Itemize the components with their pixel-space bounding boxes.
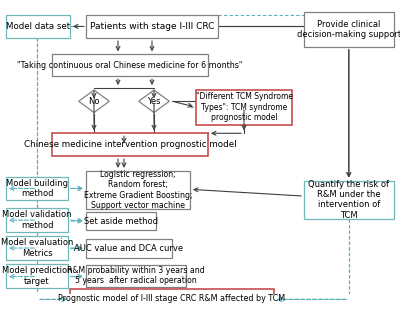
Bar bbox=[196, 90, 292, 125]
Text: Yes: Yes bbox=[147, 97, 161, 106]
Bar bbox=[86, 239, 172, 258]
Text: "Taking continuous oral Chinese medicine for 6 months": "Taking continuous oral Chinese medicine… bbox=[17, 61, 243, 70]
Text: Model prediction
target: Model prediction target bbox=[2, 266, 72, 286]
Bar bbox=[86, 212, 156, 231]
Text: Quantify the risk of
R&M under the
intervention of
TCM: Quantify the risk of R&M under the inter… bbox=[308, 180, 390, 220]
Text: Logistic regression;
Random forest;
Extreme Gradient Boosting;
Support vector ma: Logistic regression; Random forest; Extr… bbox=[84, 170, 192, 210]
Bar bbox=[86, 265, 186, 286]
Text: Model building
method: Model building method bbox=[6, 179, 68, 198]
Bar bbox=[6, 208, 68, 232]
Bar bbox=[6, 15, 70, 38]
Bar bbox=[86, 171, 190, 209]
Text: No: No bbox=[88, 97, 100, 106]
Text: Chinese medicine intervention prognostic model: Chinese medicine intervention prognostic… bbox=[24, 140, 236, 149]
Text: Model data set: Model data set bbox=[6, 22, 70, 31]
Text: R&M probability within 3 years and
5 years  after radical operation: R&M probability within 3 years and 5 yea… bbox=[67, 266, 205, 286]
Text: Provide clinical
decision-making support: Provide clinical decision-making support bbox=[297, 20, 400, 39]
Bar bbox=[304, 180, 394, 219]
Text: Model evaluation
Metrics: Model evaluation Metrics bbox=[1, 238, 73, 258]
Bar bbox=[70, 289, 274, 308]
Bar bbox=[6, 264, 68, 288]
Bar bbox=[86, 15, 218, 38]
Bar bbox=[6, 236, 68, 260]
Text: Prognostic model of I-III stage CRC R&M affected by TCM: Prognostic model of I-III stage CRC R&M … bbox=[58, 294, 286, 303]
Text: AUC value and DCA curve: AUC value and DCA curve bbox=[74, 244, 184, 253]
Bar bbox=[52, 54, 208, 76]
Polygon shape bbox=[79, 90, 109, 112]
Bar bbox=[304, 12, 394, 47]
Text: Patients with stage I-III CRC: Patients with stage I-III CRC bbox=[90, 22, 214, 31]
Text: Set aside method: Set aside method bbox=[84, 217, 158, 226]
Text: "Different TCM Syndrome
Types": TCM syndrome
prognostic model: "Different TCM Syndrome Types": TCM synd… bbox=[196, 92, 292, 122]
Bar bbox=[6, 177, 68, 200]
Polygon shape bbox=[139, 90, 169, 112]
Text: Model validation
method: Model validation method bbox=[2, 210, 72, 230]
Bar bbox=[52, 133, 208, 156]
